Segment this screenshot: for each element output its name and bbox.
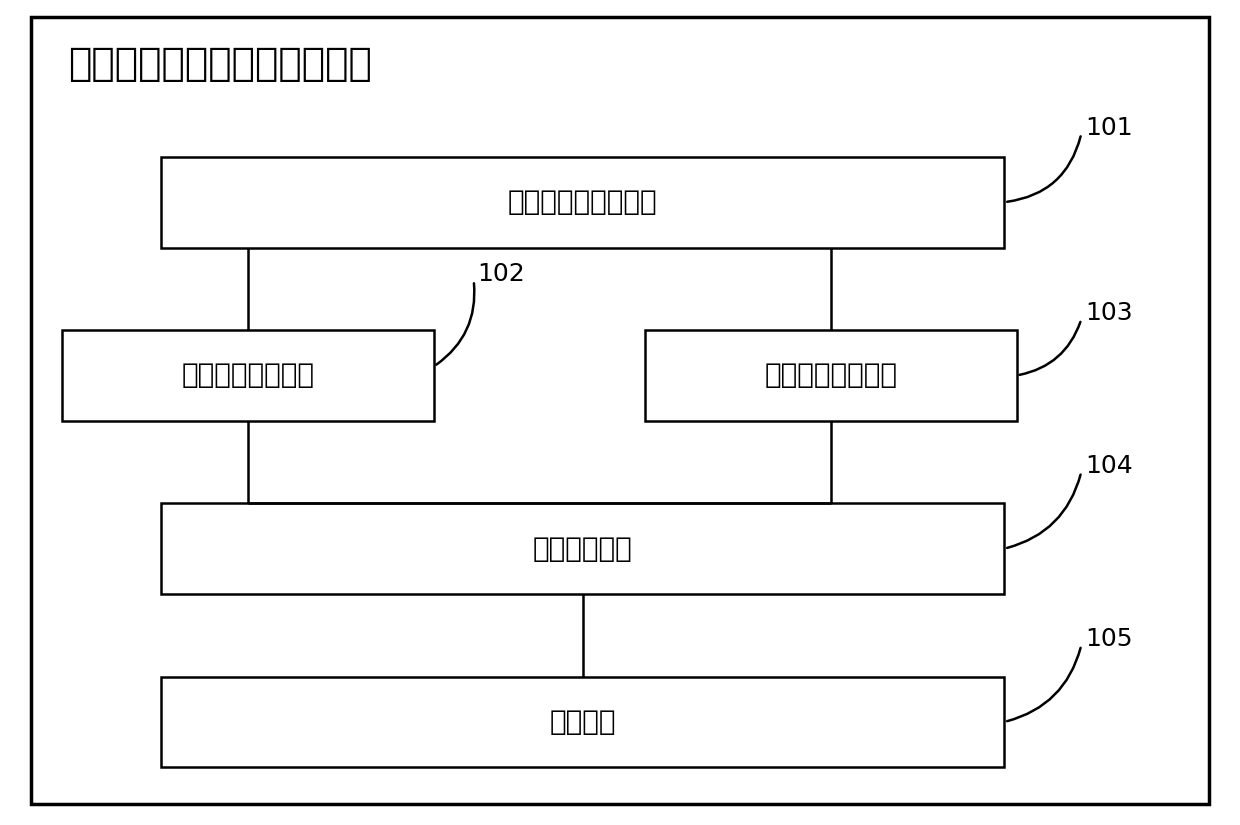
Text: 102: 102 xyxy=(477,262,526,286)
Text: 检测模块: 检测模块 xyxy=(549,708,616,736)
Text: 卷积特征提取模块: 卷积特征提取模块 xyxy=(181,361,315,389)
Text: 105: 105 xyxy=(1085,627,1132,652)
Text: 人工特征提取模块: 人工特征提取模块 xyxy=(764,361,898,389)
Text: 特征融合模块: 特征融合模块 xyxy=(533,535,632,563)
FancyArrowPatch shape xyxy=(1019,322,1080,375)
FancyArrowPatch shape xyxy=(1007,648,1080,721)
Text: 104: 104 xyxy=(1085,454,1133,478)
Bar xyxy=(62,330,434,421)
Bar xyxy=(161,503,1004,594)
Text: 内窥镜图像获取模块: 内窥镜图像获取模块 xyxy=(508,188,657,216)
Bar xyxy=(161,157,1004,248)
Text: 103: 103 xyxy=(1085,301,1132,326)
Text: 101: 101 xyxy=(1085,116,1132,140)
Bar xyxy=(645,330,1017,421)
FancyArrowPatch shape xyxy=(436,283,475,365)
FancyArrowPatch shape xyxy=(1007,474,1080,548)
FancyArrowPatch shape xyxy=(1007,136,1080,202)
Text: 无线胶囊内窥镜图像检测系统: 无线胶囊内窥镜图像检测系统 xyxy=(68,45,372,83)
Bar xyxy=(161,676,1004,767)
